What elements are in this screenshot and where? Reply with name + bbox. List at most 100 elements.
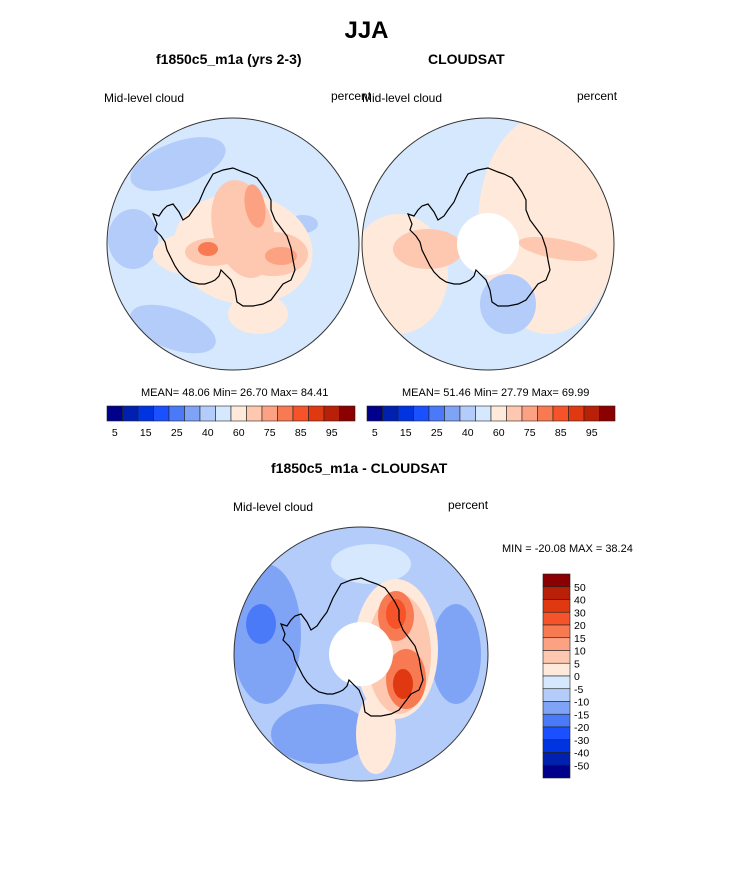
colorbar-tick-label: -50 — [574, 760, 589, 772]
colorbar-tick-label: -20 — [574, 722, 589, 734]
colorbar-tick-label: 60 — [493, 427, 505, 439]
colorbar-box — [382, 405, 399, 422]
colorbar-box — [308, 405, 325, 422]
colorbar-box — [199, 405, 216, 422]
cloud-region-75 — [265, 247, 297, 265]
colorbar-box — [215, 405, 232, 422]
colorbar-box — [413, 405, 430, 422]
colorbar-tick-label: 25 — [171, 427, 183, 439]
colorbar-box — [542, 637, 571, 651]
colorbar-tick-label: 75 — [264, 427, 276, 439]
colorbar-tick-label: 20 — [574, 620, 586, 632]
panel3-right-label: percent — [448, 498, 489, 512]
colorbar-tick-label: 40 — [462, 427, 474, 439]
cloud-region-75 — [244, 184, 266, 228]
coastline — [406, 167, 551, 307]
colorbar-box — [542, 611, 571, 626]
map-model — [107, 118, 359, 370]
colorbar-box — [277, 405, 294, 422]
panel1-left-label: Mid-level cloud — [104, 91, 185, 105]
colorbar-tick-label: 25 — [431, 427, 443, 439]
colorbar-tick-label: 15 — [140, 427, 152, 439]
colorbar-box — [261, 405, 278, 422]
colorbar-box — [542, 624, 571, 639]
panel1-right-label: percent — [331, 89, 372, 103]
cloud-region-70 — [393, 229, 463, 269]
colorbar-box — [292, 405, 309, 422]
colorbar-box — [153, 405, 170, 422]
figure-title: JJA — [344, 17, 389, 44]
colorbar-box — [542, 764, 571, 779]
colorbar-box — [323, 405, 340, 422]
colorbar-box — [459, 405, 476, 422]
colorbar-box — [542, 662, 571, 677]
panel2-stats: MEAN= 51.46 Min= 27.79 Max= 69.99 — [402, 387, 590, 399]
map-border — [106, 117, 360, 371]
cloud-region-80 — [198, 242, 218, 256]
colorbar-box — [542, 726, 571, 741]
colorbar-tick-label: 15 — [574, 633, 586, 645]
colorbar-tick-label: 0 — [574, 671, 580, 683]
colorbar-box — [184, 405, 201, 422]
polar-data-gap — [457, 213, 519, 275]
colorbar-tick-label: 60 — [233, 427, 245, 439]
colorbar-tick-label: 85 — [555, 427, 567, 439]
panel2-right-label: percent — [577, 89, 618, 103]
colorbar-box — [542, 675, 571, 690]
colorbar-tick-label: 10 — [574, 646, 586, 658]
colorbar-box — [490, 405, 507, 422]
colorbar-box — [583, 405, 600, 422]
colorbar-tick-label: 95 — [326, 427, 338, 439]
panel1-title: f1850c5_m1a (yrs 2-3) — [156, 51, 302, 67]
colorbar-tick-label: 5 — [112, 427, 118, 439]
colorbar-box — [542, 599, 571, 613]
colorbar-box — [366, 405, 383, 422]
colorbar-box — [137, 405, 154, 422]
map-border — [361, 117, 615, 371]
cloud-region-60 — [228, 294, 288, 334]
map-cloudsat — [362, 118, 614, 370]
colorbar-box — [246, 405, 263, 422]
colorbar-box — [542, 586, 571, 600]
panel2-left-label: Mid-level cloud — [362, 91, 443, 105]
colorbar-box — [542, 701, 571, 715]
near-zero-region — [331, 544, 411, 584]
colorbar-box — [542, 739, 571, 753]
colorbar-box — [599, 405, 616, 422]
map-border — [233, 526, 489, 782]
colorbar-tick-label: 95 — [586, 427, 598, 439]
negative-region — [431, 604, 481, 704]
colorbar-box — [444, 405, 461, 422]
colorbar-box — [552, 405, 569, 422]
positive-region — [393, 669, 413, 699]
colorbar-box — [521, 405, 538, 422]
low-cloud-region — [108, 209, 158, 269]
polar-data-gap — [329, 622, 393, 686]
coastline — [151, 167, 296, 307]
colorbar-tick-label: 75 — [524, 427, 536, 439]
map-difference — [234, 527, 488, 781]
positive-region — [386, 599, 406, 629]
colorbar-box — [542, 688, 571, 702]
colorbar-tick-label: 5 — [372, 427, 378, 439]
panel1-stats: MEAN= 48.06 Min= 26.70 Max= 84.41 — [141, 387, 329, 399]
colorbar-box — [542, 713, 571, 728]
coastline — [279, 577, 424, 717]
colorbar-box — [106, 405, 123, 422]
colorbar-tick-label: -30 — [574, 735, 589, 747]
colorbar-box — [542, 573, 571, 588]
panel3-stats: MIN = -20.08 MAX = 38.24 — [502, 543, 633, 555]
panel3-left-label: Mid-level cloud — [233, 500, 314, 514]
colorbar-box — [168, 405, 185, 422]
colorbar-tick-label: 15 — [400, 427, 412, 439]
colorbar-box — [568, 405, 585, 422]
negative-region — [271, 704, 371, 764]
negative-region — [246, 604, 276, 644]
colorbar-tick-label: -15 — [574, 709, 589, 721]
colorbar-box — [542, 752, 571, 766]
low-cloud-region — [480, 274, 536, 334]
colorbar-tick-label: 85 — [295, 427, 307, 439]
colorbar-tick-label: -5 — [574, 684, 583, 696]
panel2-title: CLOUDSAT — [428, 51, 505, 67]
panel3-title: f1850c5_m1a - CLOUDSAT — [271, 460, 448, 476]
